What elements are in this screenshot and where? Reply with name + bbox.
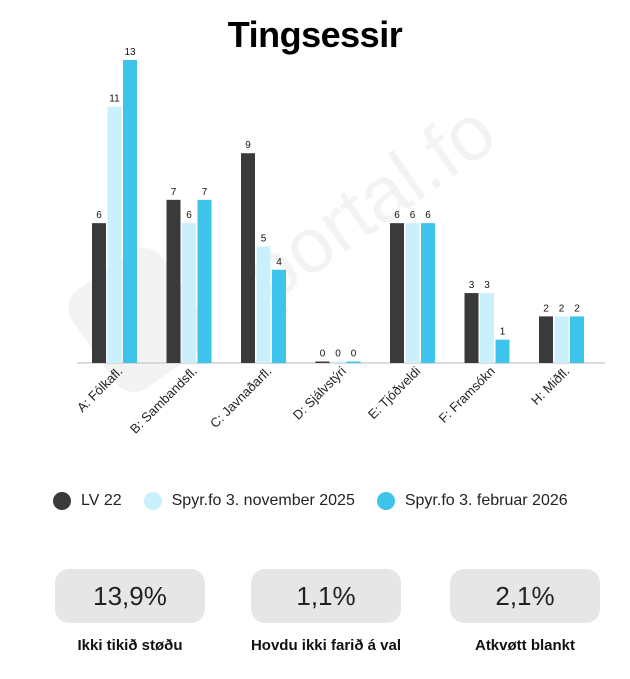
value-label-e-tj-veldi-series-1: 6 [410,210,416,221]
bar-c-javna-arfl-series-0 [241,153,255,363]
bar-f-frams-kn-series-0 [464,293,479,363]
bar-e-tj-veldi-series-0 [390,223,404,363]
value-label-c-javna-arfl-series-1: 5 [261,233,267,244]
stat-did-not-vote: 1,1% Hovdu ikki farið á val [251,569,401,654]
bar-b-sambandsfl-series-2 [197,199,212,363]
value-label-e-tj-veldi-series-2: 6 [425,210,431,221]
stat-did-not-vote-value: 1,1% [251,569,401,623]
value-label-c-javna-arfl-series-0: 9 [245,140,251,151]
bar-h-mi-fl-series-0 [539,316,553,363]
category-label-a-f-lkafl: A: Fólkafl. [74,364,125,415]
bar-h-mi-fl-series-2 [570,316,584,363]
category-label-f-frams-kn: F: Framsókn [436,364,498,426]
category-label-e-tj-veldi: E: Tjóðveldi [365,363,424,422]
stat-not-decided: 13,9% Ikki tikið støðu [55,569,205,654]
bar-b-sambandsfl-series-0 [166,199,181,363]
bar-d-sj-lvst-ri-series-2 [346,361,361,363]
value-label-f-frams-kn-series-2: 1 [500,327,506,338]
value-label-d-sj-lvst-ri-series-0: 0 [320,349,326,360]
bar-c-javna-arfl-series-2 [272,269,286,363]
stat-blank-vote: 2,1% Atkvøtt blankt [450,569,600,654]
value-label-b-sambandsfl-series-0: 7 [171,187,177,198]
value-label-e-tj-veldi-series-0: 6 [394,210,400,221]
value-label-d-sj-lvst-ri-series-1: 0 [335,349,341,360]
value-label-b-sambandsfl-series-2: 7 [202,187,208,198]
stat-not-decided-label: Ikki tikið støðu [77,637,183,654]
value-label-a-f-lkafl-series-1: 11 [109,94,120,105]
value-label-h-mi-fl-series-0: 2 [543,303,549,314]
bar-a-f-lkafl-series-2 [123,60,137,363]
value-label-h-mi-fl-series-1: 2 [559,303,565,314]
category-label-c-javna-arfl: C: Javnaðarfl. [207,364,274,431]
value-label-d-sj-lvst-ri-series-2: 0 [351,349,357,360]
stat-blank-vote-label: Atkvøtt blankt [474,637,575,654]
legend-item-feb-2026: Spyr.fo 3. februar 2026 [376,492,568,510]
legend-item-nov-2025: Spyr.fo 3. november 2025 [143,492,355,510]
legend-swatch-lv22 [53,492,71,510]
chart-title: Tingsessir [227,14,403,55]
value-label-f-frams-kn-series-0: 3 [469,280,475,291]
legend-swatch-feb-2026 [376,492,395,510]
stat-not-decided-value: 13,9% [55,569,205,623]
bar-b-sambandsfl-series-1 [182,223,196,363]
legend-label-feb-2026: Spyr.fo 3. februar 2026 [404,492,568,509]
bar-f-frams-kn-series-1 [480,293,494,363]
value-label-h-mi-fl-series-2: 2 [574,303,580,314]
category-label-d-sj-lvst-ri: D: Sjálvstýri [290,363,349,422]
stat-blank-vote-value: 2,1% [450,569,600,623]
bar-f-frams-kn-series-2 [495,339,510,363]
legend-label-nov-2025: Spyr.fo 3. november 2025 [171,492,355,509]
bar-e-tj-veldi-series-2 [421,223,435,363]
legend-swatch-nov-2025 [143,492,162,510]
value-label-b-sambandsfl-series-1: 6 [186,210,192,221]
value-label-a-f-lkafl-series-2: 13 [124,47,136,58]
legend-label-lv22: LV 22 [81,492,122,509]
chart-legend: LV 22 Spyr.fo 3. november 2025 Spyr.fo 3… [53,489,590,513]
bar-a-f-lkafl-series-0 [92,223,106,363]
bar-c-javna-arfl-series-1 [256,246,271,363]
value-label-a-f-lkafl-series-0: 6 [96,210,102,221]
category-label-h-mi-fl: H: Miðfl. [528,364,572,408]
stat-did-not-vote-label: Hovdu ikki farið á val [250,637,402,654]
bar-e-tj-veldi-series-1 [405,223,420,363]
bar-a-f-lkafl-series-1 [107,106,122,363]
bar-d-sj-lvst-ri-series-0 [315,361,330,363]
bar-h-mi-fl-series-1 [554,316,569,363]
legend-item-lv22: LV 22 [53,492,122,510]
bar-d-sj-lvst-ri-series-1 [331,361,345,363]
value-label-f-frams-kn-series-1: 3 [484,280,490,291]
value-label-c-javna-arfl-series-2: 4 [276,257,282,268]
